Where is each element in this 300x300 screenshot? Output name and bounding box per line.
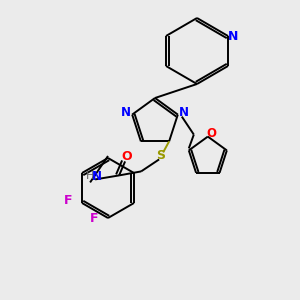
Text: F: F bbox=[90, 212, 98, 224]
Text: O: O bbox=[122, 150, 132, 163]
Text: N: N bbox=[228, 29, 238, 43]
Text: N: N bbox=[179, 106, 189, 119]
Text: F: F bbox=[64, 194, 72, 208]
Text: H: H bbox=[86, 171, 94, 182]
Text: O: O bbox=[207, 127, 217, 140]
Text: N: N bbox=[92, 170, 102, 183]
Text: N: N bbox=[121, 106, 131, 119]
Text: S: S bbox=[157, 149, 166, 162]
